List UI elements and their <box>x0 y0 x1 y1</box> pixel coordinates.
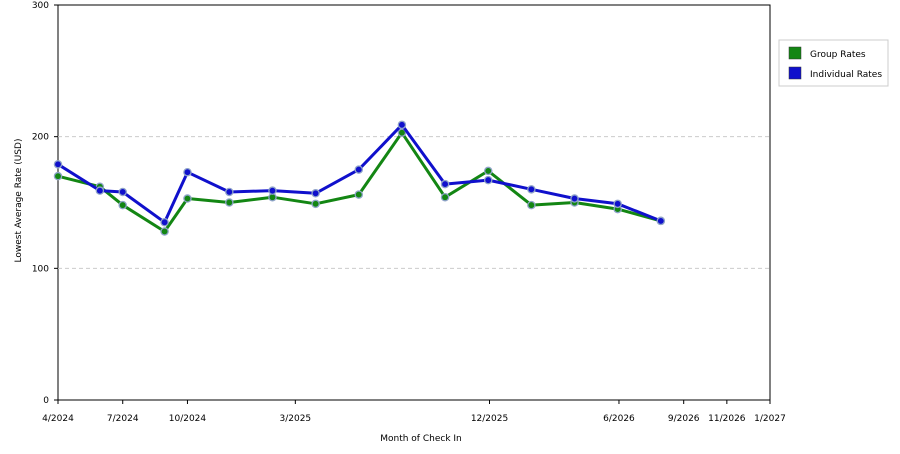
y-tick-label: 300 <box>32 1 49 11</box>
x-tick-label: 7/2024 <box>107 414 139 424</box>
axes: 0 100 200 300 4/2024 7/2024 10/2024 3/2025 12/20… <box>32 1 786 424</box>
data-point <box>95 186 105 195</box>
legend-label: Group Rates <box>810 50 866 60</box>
x-tick-label: 1/2027 <box>754 414 786 424</box>
x-tick-label: 3/2025 <box>279 414 311 424</box>
data-point <box>183 167 192 177</box>
data-point <box>440 179 450 189</box>
data-point <box>118 200 127 210</box>
data-point <box>118 187 127 197</box>
plot-area <box>57 4 771 401</box>
x-tick-label: 12/2025 <box>471 414 508 424</box>
legend-swatch <box>788 66 802 80</box>
data-point <box>397 120 407 130</box>
series-1 <box>53 120 666 227</box>
data-point <box>311 199 320 209</box>
data-point <box>311 189 320 198</box>
data-point <box>570 194 579 203</box>
y-axis-title: Lowest Average Rate (USD) <box>14 139 24 263</box>
x-tick-label: 11/2026 <box>708 414 746 424</box>
data-point <box>183 194 192 203</box>
x-axis-title: Month of Check In <box>380 434 462 444</box>
data-point <box>53 160 63 169</box>
series-layer <box>53 120 666 236</box>
data-point <box>53 171 63 181</box>
x-tick-label: 9/2026 <box>668 414 700 424</box>
data-point <box>527 200 536 210</box>
series-line <box>56 123 663 224</box>
y-tick-label: 100 <box>32 264 49 274</box>
data-point <box>527 185 536 194</box>
legend-swatch <box>788 46 802 60</box>
x-tick-label: 10/2024 <box>169 414 207 424</box>
legend-label: Individual Rates <box>810 70 882 80</box>
data-point <box>613 199 622 209</box>
data-point <box>656 216 666 226</box>
data-point <box>440 192 450 202</box>
data-point <box>160 217 169 227</box>
data-point <box>354 190 364 199</box>
x-tick-label: 6/2026 <box>603 414 635 424</box>
y-tick-label: 0 <box>43 396 49 406</box>
x-tick-label: 4/2024 <box>42 414 74 424</box>
data-point <box>483 175 493 185</box>
data-point <box>354 165 364 174</box>
data-point <box>225 198 234 207</box>
data-point <box>483 166 493 176</box>
legend: Group Rates Individual Rates <box>778 39 889 87</box>
data-point <box>225 187 234 197</box>
data-point <box>268 186 277 195</box>
series-line <box>56 131 663 233</box>
data-point <box>397 128 407 137</box>
y-tick-label: 200 <box>32 133 49 143</box>
data-point <box>160 227 169 236</box>
